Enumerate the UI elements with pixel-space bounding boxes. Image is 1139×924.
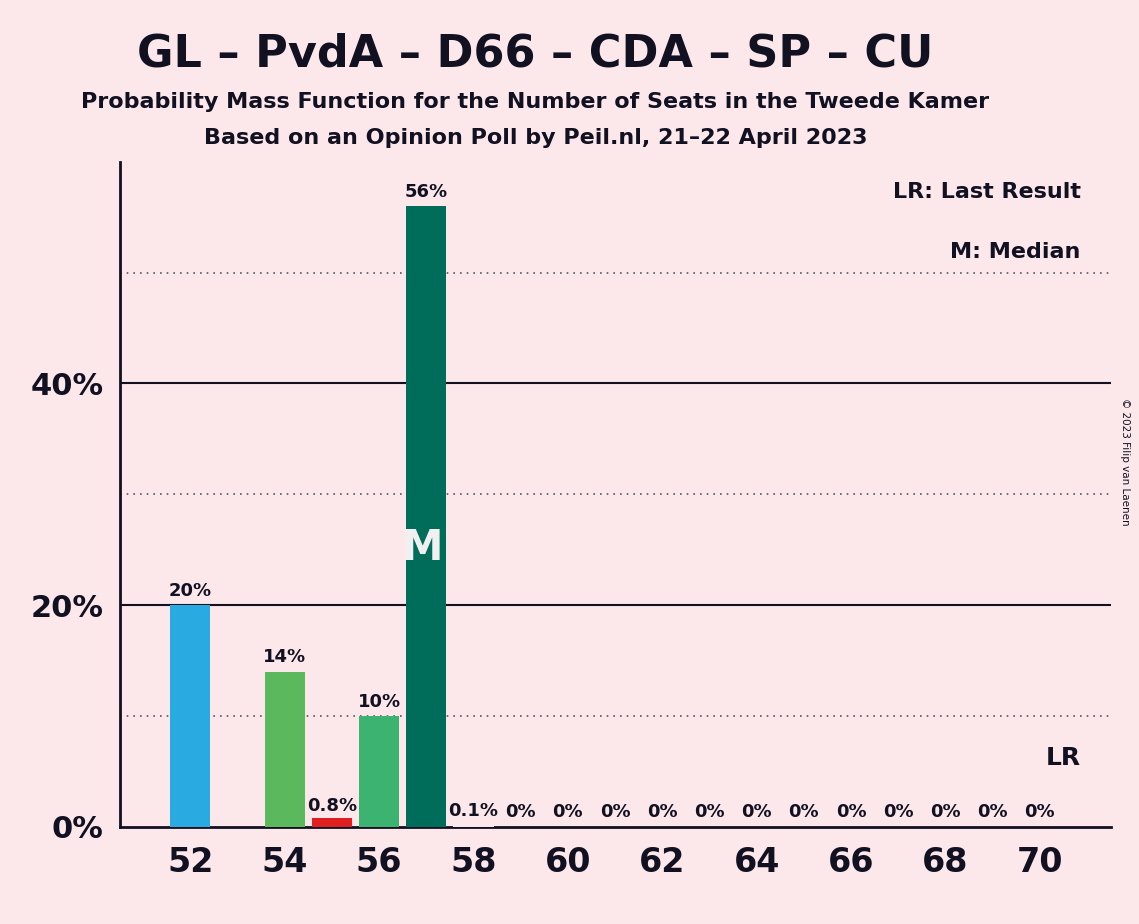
Text: 0%: 0% <box>977 804 1008 821</box>
Text: M: Median: M: Median <box>950 241 1081 261</box>
Text: 0%: 0% <box>741 804 772 821</box>
Bar <box>407 206 446 827</box>
Text: Based on an Opinion Poll by Peil.nl, 21–22 April 2023: Based on an Opinion Poll by Peil.nl, 21–… <box>204 128 867 148</box>
Text: 56%: 56% <box>404 183 448 201</box>
Text: 0%: 0% <box>1024 804 1055 821</box>
Text: Probability Mass Function for the Number of Seats in the Tweede Kamer: Probability Mass Function for the Number… <box>81 92 990 113</box>
Text: 0%: 0% <box>647 804 678 821</box>
Text: 0.8%: 0.8% <box>306 796 357 815</box>
Bar <box>359 716 399 827</box>
Text: 14%: 14% <box>263 649 306 666</box>
Text: LR: LR <box>1046 747 1081 771</box>
Text: © 2023 Filip van Laenen: © 2023 Filip van Laenen <box>1121 398 1130 526</box>
Text: 0%: 0% <box>600 804 630 821</box>
Text: 20%: 20% <box>169 582 212 600</box>
Bar <box>312 818 352 827</box>
Text: 0%: 0% <box>552 804 583 821</box>
Text: 0%: 0% <box>836 804 867 821</box>
Text: 0%: 0% <box>788 804 819 821</box>
Bar <box>171 605 211 827</box>
Text: 0%: 0% <box>931 804 960 821</box>
Bar <box>453 826 493 827</box>
Text: 0%: 0% <box>506 804 536 821</box>
Text: 0%: 0% <box>883 804 913 821</box>
Text: M: M <box>401 527 442 568</box>
Text: 0%: 0% <box>694 804 724 821</box>
Text: GL – PvdA – D66 – CDA – SP – CU: GL – PvdA – D66 – CDA – SP – CU <box>137 32 934 76</box>
Bar <box>264 672 305 827</box>
Text: 0.1%: 0.1% <box>449 802 499 821</box>
Text: 10%: 10% <box>358 693 401 711</box>
Text: LR: Last Result: LR: Last Result <box>893 182 1081 201</box>
